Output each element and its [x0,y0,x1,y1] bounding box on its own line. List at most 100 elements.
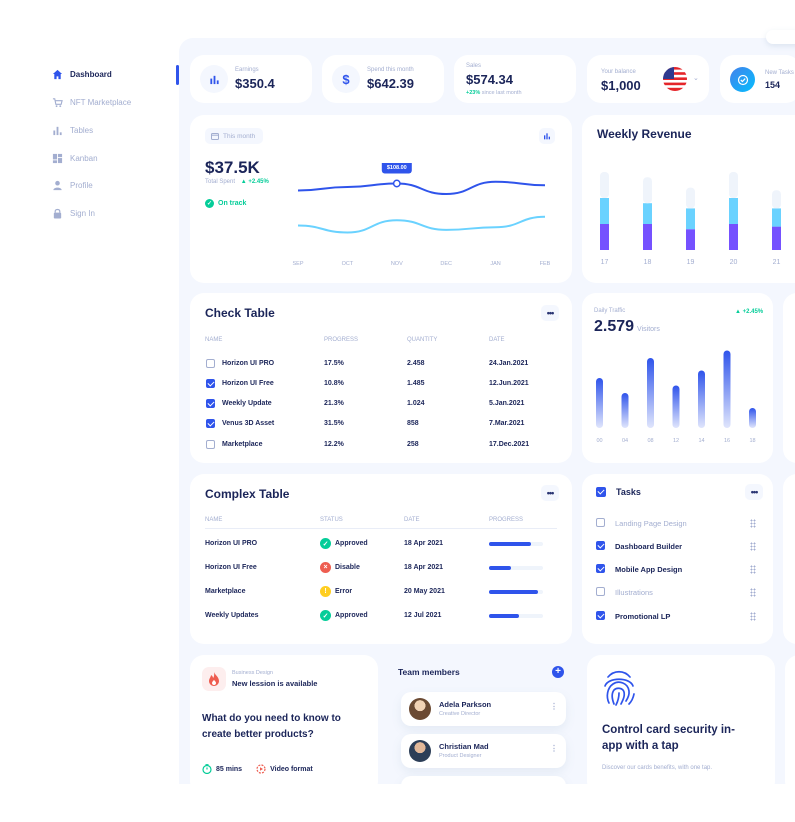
more-options-button[interactable]: ••• [541,485,559,501]
drag-handle-icon[interactable] [750,519,756,528]
task-checkbox[interactable] [596,587,605,596]
task-checkbox[interactable] [596,564,605,573]
team-title: Team members [398,667,460,677]
sidebar-item-label: NFT Marketplace [70,98,132,107]
more-options-icon[interactable]: ⋮ [550,702,558,711]
row-name: Horizon UI Free [205,564,257,571]
row-date: 5.Jan.2021 [489,400,525,407]
drag-handle-icon[interactable] [750,542,756,551]
check-icon: ✓ [205,199,214,208]
member-role: Creative Director [439,711,481,717]
row-progress: 21.3% [324,400,344,407]
sidebar-item-label: Profile [70,181,93,190]
active-indicator [176,65,179,85]
member-name: Christian Mad [439,742,489,751]
bar-segment [772,226,781,250]
x-tick-label: 16 [724,438,730,444]
sidebar-item-profile[interactable]: Profile [52,180,93,191]
row-checkbox[interactable] [206,440,215,449]
row-checkbox[interactable] [206,359,215,368]
x-tick-label: JAN [490,261,500,267]
team-member-item[interactable]: Adela Parkson Creative Director ⋮ [401,692,566,726]
x-tick-label: 04 [622,438,628,444]
task-checkbox[interactable] [596,541,605,550]
progress-bar [489,614,543,618]
row-checkbox[interactable] [206,399,215,408]
lesson-headline: New lession is available [232,679,318,688]
security-text: Discover our cards benefits, with one ta… [602,765,713,771]
daily-traffic-card: Daily Traffic 2.579 Visitors ▲ +2.45% 00… [582,293,773,463]
total-spent-label: Total Spent [205,179,236,185]
user-icon [53,180,62,191]
chevron-down-icon[interactable]: ⌄ [693,75,699,82]
row-name: Weekly Update [222,400,272,407]
us-flag-icon[interactable] [663,67,687,91]
row-status: Error [335,588,353,595]
drag-handle-icon[interactable] [750,612,756,621]
sidebar-item-tables[interactable]: Tables [52,125,93,136]
sidebar-item-label: Sign In [70,209,95,218]
team-member-item[interactable]: Christian Mad Product Designer ⋮ [401,734,566,768]
column-header: NAME [205,337,223,343]
sidebar-item-sign-in[interactable]: Sign In [52,208,95,219]
period-button[interactable]: This month [205,128,264,144]
column-header: NAME [205,517,223,523]
total-spent-line-chart: $108.00 SEP OCT NOV DEC JAN FEB [292,163,551,267]
task-checkbox[interactable] [596,611,605,620]
add-member-button[interactable]: + [552,666,564,678]
avatar [409,698,431,720]
task-checkbox[interactable] [596,518,605,527]
drag-handle-icon[interactable] [750,588,756,597]
sidebar-item-label: Dashboard [70,70,112,79]
more-options-icon[interactable]: ⋮ [550,744,558,753]
dollar-icon: $ [332,65,360,93]
more-options-button[interactable]: ••• [541,305,559,321]
avatar [409,740,431,762]
row-checkbox[interactable] [206,419,215,428]
status-label: On track [218,200,247,207]
row-progress: 12.2% [324,441,344,448]
calendar-icon [211,133,219,140]
column-header: PROGRESS [489,517,524,523]
lesson-card: Business Design New lession is available… [190,655,378,795]
sidebar-item-dashboard[interactable]: Dashboard [52,69,112,80]
weekly-revenue-bar-chart: 17 18 19 20 21 [600,172,781,266]
fingerprint-icon [604,670,635,706]
task-label: Dashboard Builder [615,542,683,551]
row-progress: 31.5% [324,420,344,427]
sidebar-item-kanban[interactable]: Kanban [52,153,98,164]
progress-bar [489,566,543,570]
security-title: Control card security in-app with a tap [602,724,735,752]
chart-options-button[interactable] [539,128,555,144]
lesson-duration: 85 mins [216,765,243,773]
bar-segment [600,224,609,250]
tasks-title: Tasks [616,487,641,497]
traffic-bar [723,350,731,428]
column-header: PROGRESS [324,337,359,343]
bar-segment [643,224,652,250]
tooltip-label: $108.00 [387,165,407,171]
balance-label: Your balance [601,69,636,75]
lock-icon [53,208,62,219]
more-options-button[interactable]: ••• [745,484,763,500]
row-checkbox[interactable] [206,379,215,388]
row-progress: 10.8% [324,380,344,387]
progress-bar [489,542,543,546]
column-header: DATE [489,337,505,343]
x-tick-label: 21 [773,259,781,266]
drag-handle-icon[interactable] [750,565,756,574]
column-header: STATUS [320,517,343,523]
status-badge: ✓ On track [205,199,246,208]
tasks-master-checkbox[interactable] [596,487,606,497]
top-search-pill[interactable] [766,30,795,44]
x-tick-label: 18 [749,438,755,444]
row-date: 18 Apr 2021 [404,564,444,571]
sidebar-item-nft-marketplace[interactable]: NFT Marketplace [52,97,131,108]
bar-segment [729,198,738,224]
tasks-value: 154 [765,80,781,90]
x-tick-label: DEC [440,261,452,267]
x-tick-label: 08 [647,438,653,444]
clipped-card [783,474,795,644]
spend-label: Spend this month [367,67,414,73]
close-icon: × [320,562,331,573]
